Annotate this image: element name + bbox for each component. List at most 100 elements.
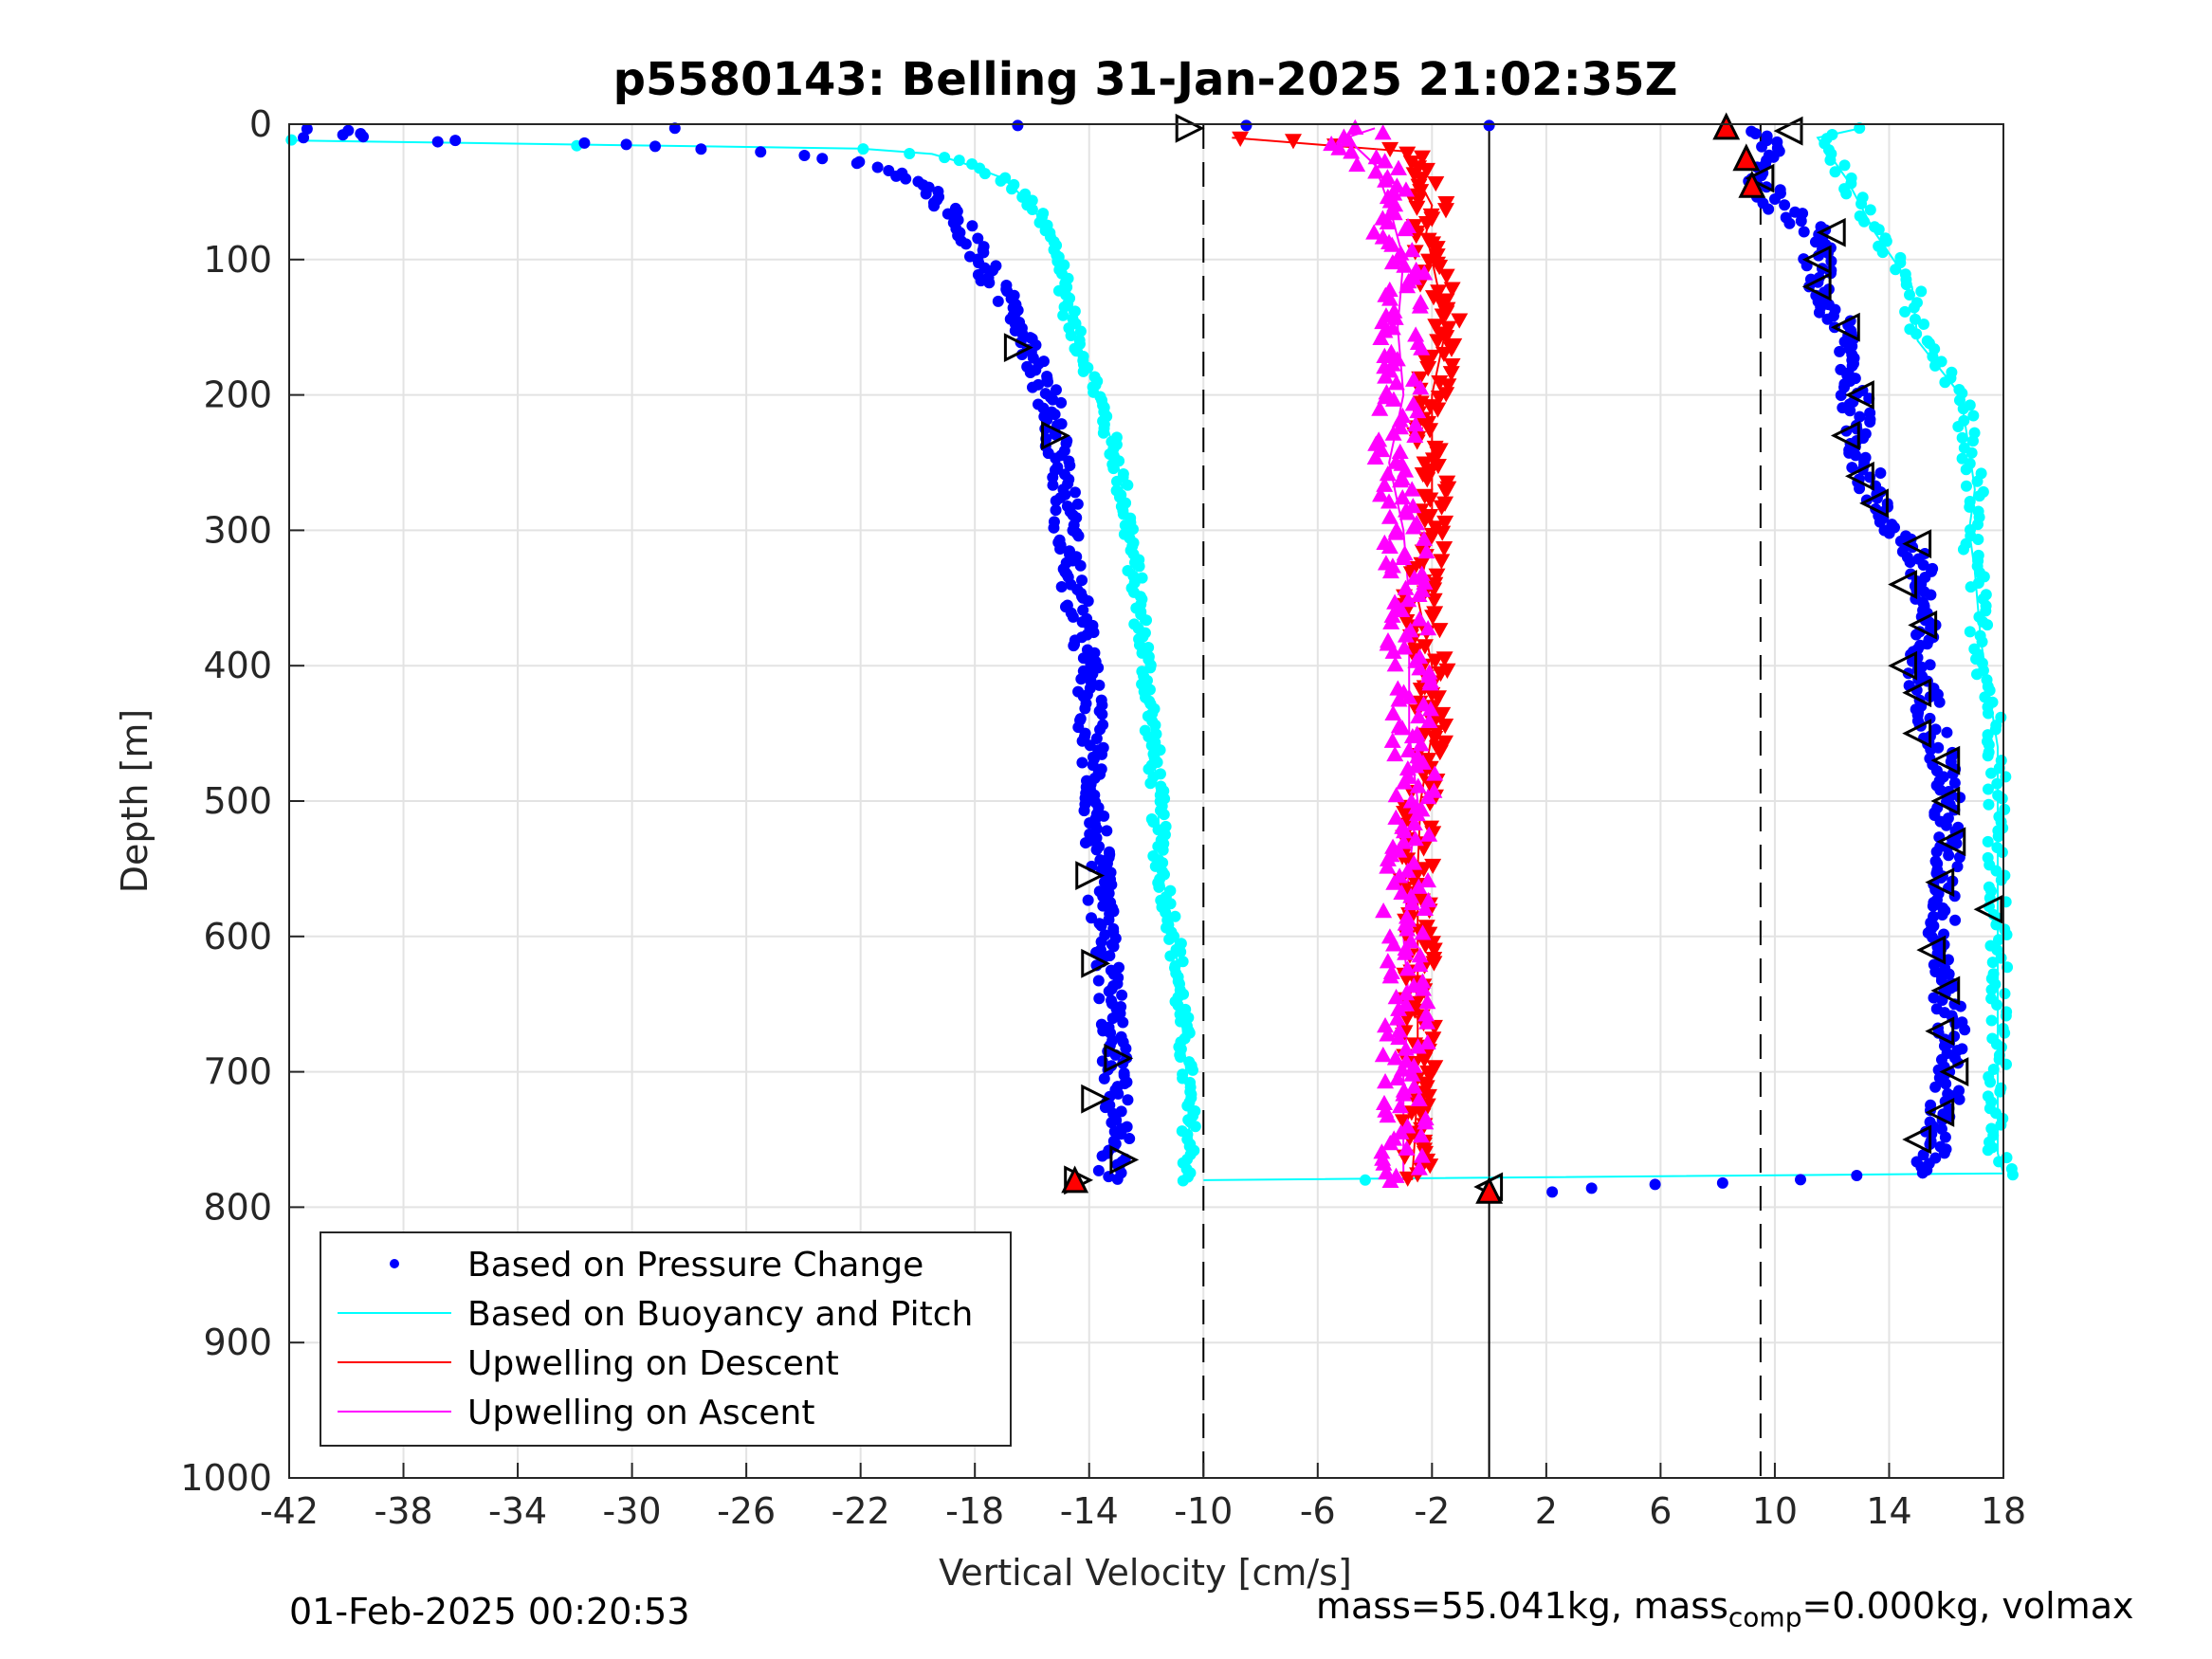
pressure-point bbox=[1024, 366, 1036, 378]
buoyancy-point bbox=[1858, 215, 1871, 228]
pressure-point bbox=[900, 173, 912, 185]
pressure-point bbox=[298, 132, 310, 144]
pressure-point bbox=[1716, 1176, 1728, 1189]
upwelling-ascent-marker bbox=[1386, 656, 1404, 672]
pressure-point bbox=[1075, 673, 1088, 685]
upwelling-ascent-marker bbox=[1404, 371, 1422, 387]
buoyancy-point bbox=[857, 143, 869, 155]
ascent-marker bbox=[1936, 827, 1966, 857]
upwelling-descent-marker bbox=[1398, 613, 1416, 630]
x-tick-label: -30 bbox=[603, 1490, 662, 1532]
ascent-marker bbox=[1844, 380, 1874, 410]
ascent-marker bbox=[1925, 1098, 1955, 1127]
upwelling-ascent-marker bbox=[1379, 850, 1397, 866]
upwelling-ascent-marker bbox=[1346, 118, 1364, 135]
pressure-point bbox=[1546, 1186, 1559, 1198]
buoyancy-point bbox=[1996, 793, 2008, 805]
upwelling-ascent-marker bbox=[1384, 643, 1402, 659]
buoyancy-point bbox=[1990, 865, 2002, 877]
buoyancy-point bbox=[904, 147, 916, 159]
x-tick-label: -6 bbox=[1300, 1490, 1336, 1532]
pressure-point bbox=[431, 136, 444, 148]
pressure-point bbox=[1929, 1081, 1942, 1093]
upwelling-ascent-marker bbox=[1384, 425, 1402, 441]
upwelling-ascent-marker bbox=[1418, 1033, 1436, 1050]
upwelling-descent-marker bbox=[1429, 334, 1447, 350]
buoyancy-line-ascent bbox=[1203, 127, 2005, 1181]
buoyancy-point bbox=[1824, 154, 1837, 166]
pressure-point bbox=[1078, 805, 1090, 817]
pressure-point bbox=[1883, 527, 1895, 539]
ascent-marker bbox=[1801, 271, 1832, 301]
upwelling-ascent-marker bbox=[1414, 973, 1432, 989]
pressure-point bbox=[1940, 819, 1952, 831]
pressure-point bbox=[1120, 1043, 1132, 1055]
x-tick-label: -34 bbox=[488, 1490, 547, 1532]
upwelling-descent-marker bbox=[1398, 146, 1417, 162]
upwelling-descent-marker bbox=[1422, 463, 1440, 479]
upwelling-ascent-marker bbox=[1417, 1114, 1435, 1130]
upwelling-ascent-marker bbox=[1384, 391, 1402, 407]
pressure-point bbox=[1916, 1167, 1929, 1179]
upwelling-ascent-marker bbox=[1415, 980, 1433, 996]
chart-title: p5580143: Belling 31-Jan-2025 21:02:35Z bbox=[613, 53, 1678, 106]
x-tick-labels: -42 -38 -34 -30 -26 -22 -18 -14 -10 -6 -2 2 6 10 14 18 bbox=[260, 1463, 2026, 1532]
upwelling-descent-marker bbox=[1428, 568, 1446, 584]
upwelling-ascent-marker bbox=[1367, 149, 1385, 165]
reference-lines bbox=[1202, 124, 1762, 1478]
pressure-point bbox=[1835, 389, 1847, 401]
upwelling-ascent-marker bbox=[1379, 953, 1397, 969]
buoyancy-point bbox=[1910, 328, 1923, 340]
buoyancy-point bbox=[1107, 463, 1120, 475]
pressure-point bbox=[649, 140, 662, 153]
pressure-point bbox=[355, 127, 367, 139]
upwelling-ascent-marker bbox=[1398, 1139, 1416, 1156]
upwelling-descent-marker bbox=[1427, 319, 1445, 335]
upwelling-descent-marker bbox=[1429, 690, 1447, 706]
upwelling-ascent-marker bbox=[1388, 1010, 1406, 1026]
buoyancy-point bbox=[1917, 319, 1929, 331]
pressure-point bbox=[871, 161, 884, 173]
pressure-point bbox=[1047, 479, 1059, 491]
upwelling-descent-marker bbox=[1417, 162, 1435, 179]
upwelling-ascent-marker bbox=[1379, 213, 1397, 230]
buoyancy-point bbox=[1985, 1014, 1998, 1027]
buoyancy-point bbox=[995, 174, 1007, 187]
descent-marker bbox=[1081, 1084, 1111, 1114]
upwelling-descent-marker bbox=[1442, 341, 1460, 357]
y-tick-label: 800 bbox=[203, 1186, 272, 1228]
upwelling-ascent-marker bbox=[1411, 298, 1429, 314]
upwelling-descent-marker bbox=[1419, 1088, 1437, 1105]
upwelling-ascent-marker bbox=[1397, 944, 1415, 960]
buoyancy-point bbox=[1915, 285, 1928, 298]
upwelling-ascent-marker bbox=[1395, 822, 1413, 839]
buoyancy-point bbox=[1992, 830, 2004, 843]
pressure-point bbox=[1076, 757, 1088, 769]
buoyancy-point bbox=[1174, 1051, 1186, 1064]
upwelling-descent-marker bbox=[1426, 653, 1444, 669]
buoyancy-point bbox=[1957, 543, 1969, 556]
upwelling-ascent-marker bbox=[1386, 745, 1404, 762]
pressure-point bbox=[1483, 119, 1495, 132]
upwelling-ascent-marker bbox=[1387, 524, 1405, 540]
x-tick-label: -42 bbox=[260, 1490, 319, 1532]
upwelling-descent-marker bbox=[1436, 718, 1454, 735]
upwelling-ascent-marker bbox=[1340, 131, 1358, 147]
markers-layer bbox=[1003, 112, 2003, 1204]
buoyancy-point bbox=[1929, 359, 1942, 372]
pressure-point bbox=[1813, 306, 1825, 319]
pressure-point bbox=[1917, 558, 1929, 571]
pressure-point bbox=[1111, 1173, 1124, 1185]
upwelling-descent-marker bbox=[1437, 268, 1455, 284]
y-axis-label: Depth [m] bbox=[114, 709, 155, 894]
upwelling-ascent-marker bbox=[1390, 691, 1408, 707]
pressure-point bbox=[1948, 776, 1961, 789]
buoyancy-point bbox=[1985, 767, 1998, 779]
upwelling-ascent-marker bbox=[1398, 984, 1416, 1001]
buoyancy-point bbox=[1999, 988, 2011, 1000]
upwelling-descent-marker bbox=[1408, 200, 1426, 216]
buoyancy-point bbox=[1840, 188, 1853, 200]
upwelling-descent-marker bbox=[1232, 131, 1250, 148]
upwelling-ascent-marker bbox=[1397, 181, 1415, 197]
pressure-point bbox=[1846, 462, 1858, 474]
